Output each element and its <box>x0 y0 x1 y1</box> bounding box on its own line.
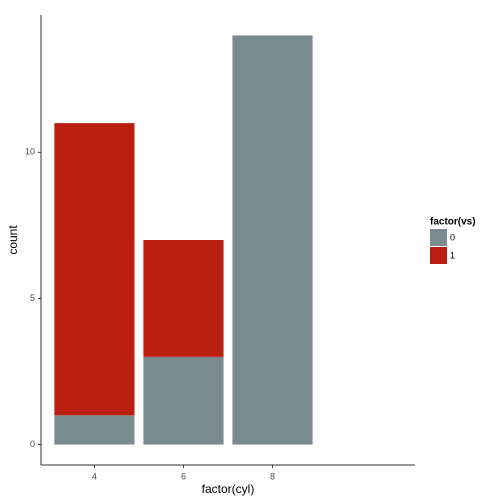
x-tick-label: 4 <box>92 471 97 481</box>
bar-segment <box>54 123 135 416</box>
legend-title: factor(vs) <box>430 217 476 228</box>
legend-label: 1 <box>450 250 455 260</box>
bar-segment <box>143 356 224 445</box>
legend-label: 0 <box>450 232 455 242</box>
legend-key <box>430 229 447 246</box>
y-tick-label: 10 <box>25 147 35 157</box>
legend-key <box>430 247 447 264</box>
y-tick-label: 5 <box>30 293 35 303</box>
x-tick-label: 6 <box>181 471 186 481</box>
y-axis-title: count <box>6 225 20 255</box>
y-tick-label: 0 <box>30 439 35 449</box>
bar-segment <box>232 35 313 445</box>
bar-segment <box>54 415 135 445</box>
x-axis-title: factor(cyl) <box>202 482 255 496</box>
x-tick-label: 8 <box>270 471 275 481</box>
bar-segment <box>143 240 224 357</box>
